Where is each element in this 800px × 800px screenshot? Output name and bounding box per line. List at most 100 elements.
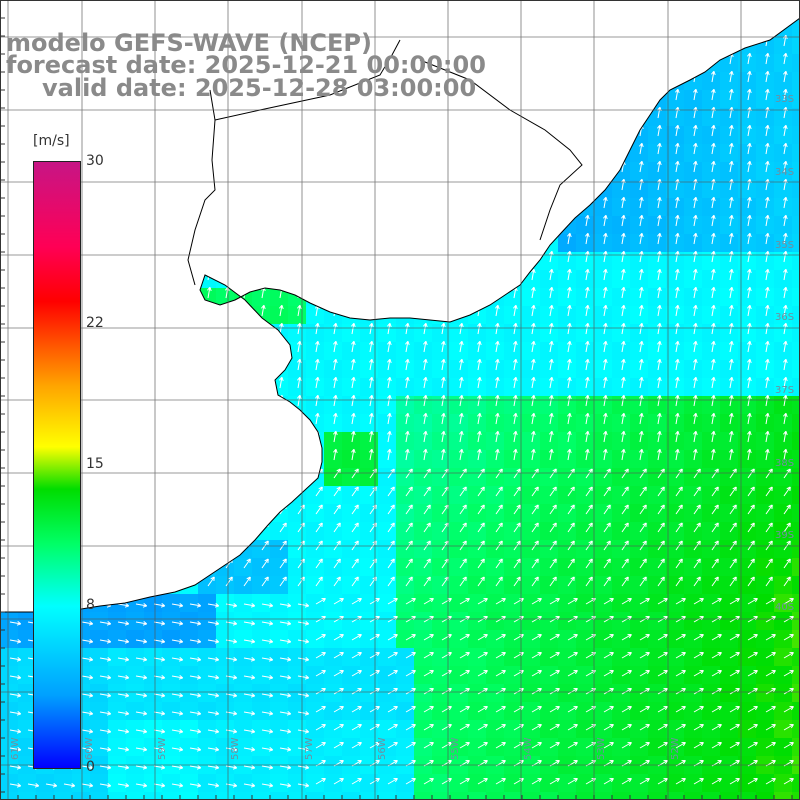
speed-cell <box>270 774 289 793</box>
speed-cell <box>324 450 343 469</box>
wind-arrow <box>567 558 575 569</box>
wind-arrow <box>531 448 536 461</box>
wind-arrow <box>171 214 176 227</box>
wind-arrow <box>747 88 752 101</box>
speed-cell <box>630 180 649 199</box>
wind-arrow <box>729 468 737 479</box>
wind-arrow <box>405 250 410 263</box>
speed-cell <box>432 342 451 361</box>
speed-cell <box>378 396 397 415</box>
wind-arrow <box>459 448 464 461</box>
speed-cell <box>504 342 523 361</box>
wind-arrow <box>675 124 680 137</box>
speed-cell <box>684 108 703 127</box>
wind-arrow <box>261 196 266 209</box>
speed-cell <box>468 180 487 199</box>
wind-arrow <box>423 430 428 443</box>
speed-cell <box>522 378 541 397</box>
wind-arrow <box>783 358 788 371</box>
speed-cell <box>360 18 379 19</box>
wind-arrow <box>585 448 590 461</box>
wind-arrow <box>783 214 788 227</box>
wind-arrow <box>657 340 662 353</box>
wind-arrow <box>585 522 593 533</box>
wind-arrow <box>351 142 356 155</box>
speed-cell <box>144 504 163 523</box>
wind-arrow <box>207 376 212 389</box>
wind-arrow <box>9 486 17 497</box>
wind-arrow <box>207 394 212 407</box>
wind-arrow <box>117 657 130 662</box>
speed-cell <box>342 18 361 19</box>
wind-arrow <box>9 621 22 626</box>
wind-arrow <box>783 0 787 10</box>
wind-arrow <box>477 430 482 443</box>
wind-arrow <box>747 430 752 443</box>
wind-arrow <box>675 448 680 461</box>
speed-cell <box>270 342 289 361</box>
speed-cell <box>180 18 199 19</box>
speed-cell <box>558 702 577 721</box>
wind-arrow <box>243 160 248 173</box>
speed-cell <box>468 162 487 181</box>
speed-cell <box>576 792 595 800</box>
speed-cell <box>162 666 181 685</box>
wind-arrow <box>495 286 500 299</box>
speed-cell <box>90 378 109 397</box>
wind-arrow <box>279 304 284 317</box>
speed-cell <box>702 306 721 325</box>
speed-cell <box>522 198 541 217</box>
wind-arrow <box>9 160 14 173</box>
speed-cell <box>540 324 559 343</box>
wind-arrow <box>423 142 428 155</box>
wind-arrow <box>99 0 103 10</box>
wind-arrow <box>225 106 230 119</box>
wind-arrow <box>297 448 302 461</box>
wind-arrow <box>171 729 184 734</box>
speed-cell <box>540 648 559 667</box>
speed-cell <box>702 270 721 289</box>
speed-cell <box>180 432 199 451</box>
lat-label: 33S <box>775 94 794 105</box>
wind-arrow <box>675 598 686 605</box>
wind-arrow <box>441 160 446 173</box>
speed-cell <box>666 126 685 145</box>
wind-arrow <box>27 304 32 317</box>
speed-cell <box>486 594 505 613</box>
speed-cell <box>486 360 505 379</box>
wind-arrow <box>639 106 644 119</box>
speed-cell <box>648 36 667 55</box>
speed-cell <box>378 702 397 721</box>
wind-arrow <box>135 142 140 155</box>
wind-arrow <box>549 142 554 155</box>
wind-arrow <box>747 742 758 749</box>
speed-cell <box>702 54 721 73</box>
wind-arrow <box>135 106 140 119</box>
wind-arrow <box>783 412 788 425</box>
speed-cell <box>792 414 800 433</box>
speed-cell <box>648 738 667 757</box>
colorbar-tick-label: 0 <box>86 759 95 775</box>
wind-arrow <box>585 142 590 155</box>
wind-arrow <box>459 670 470 677</box>
wind-arrow <box>621 358 626 371</box>
wind-arrow <box>567 670 578 677</box>
wind-arrow <box>477 522 485 533</box>
speed-cell <box>108 144 127 163</box>
speed-cell <box>72 774 91 793</box>
speed-cell <box>630 738 649 757</box>
wind-arrow <box>549 430 554 443</box>
speed-cell <box>450 414 469 433</box>
speed-cell <box>648 306 667 325</box>
wind-arrow <box>189 657 202 662</box>
wind-arrow <box>117 675 130 680</box>
speed-cell <box>378 666 397 685</box>
speed-cell <box>90 288 109 307</box>
speed-cell <box>126 540 145 559</box>
wind-arrow <box>765 232 770 245</box>
speed-cell <box>126 792 145 800</box>
speed-cell <box>324 414 343 433</box>
wind-arrow <box>567 412 572 425</box>
speed-cell <box>324 288 343 307</box>
speed-cell <box>342 270 361 289</box>
